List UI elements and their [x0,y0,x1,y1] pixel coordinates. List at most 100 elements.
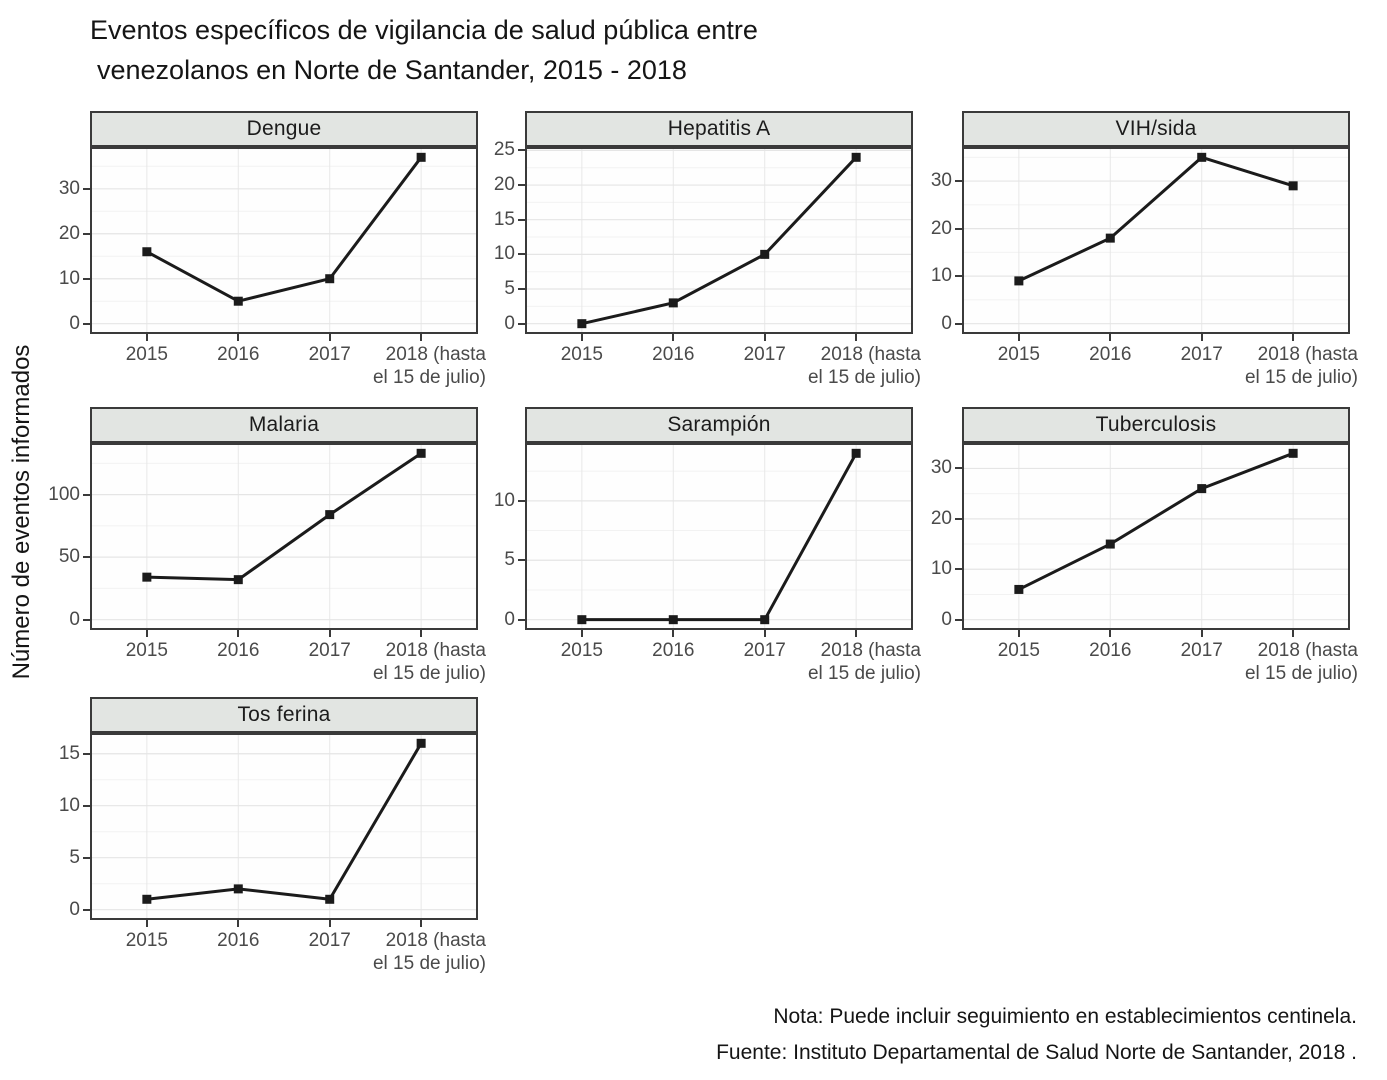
x-tick-label-line: el 15 de julio) [807,663,921,684]
facet-panel: Sarampión 0 5 10 2015 2016 2017 2018 (hasta el 1… [494,407,921,684]
x-tick-label: 2015 [997,640,1040,661]
x-tick-mark [763,334,766,341]
facet-plot-svg [527,149,911,332]
x-tick-label: 2017 [1180,640,1223,661]
facet-plot-svg [527,445,911,628]
y-tick-mark [955,618,962,621]
data-point-marker [142,572,152,582]
x-tick-label: 2016 [652,640,695,661]
x-tick-mark [237,334,240,341]
data-point-marker [233,884,243,894]
x-tick-label: 2016 [652,344,695,365]
x-tick-label: 2016 [217,930,260,951]
facet-title: Dengue [246,117,322,140]
y-tick-mark [518,288,525,291]
x-tick-label-line: el 15 de julio) [372,663,486,684]
y-tick-label: 30 [58,177,80,199]
data-point-marker [668,615,678,625]
x-tick-label: 2015 [125,344,168,365]
data-point-marker [416,448,426,458]
data-point-marker [416,152,426,162]
x-tick-label: 2017 [308,930,351,951]
x-tick-mark [145,334,148,341]
y-tick-mark [955,275,962,278]
facet-panel: Hepatitis A 0 5 10 15 20 25 2015 2016 2017 2018 (h… [494,111,921,388]
data-line [581,452,858,622]
facet-title: Sarampión [667,413,771,436]
y-tick-mark [83,322,90,325]
y-tick-label: 10 [930,558,952,580]
y-tick-mark [83,493,90,496]
x-tick-label-line: 2018 (hasta [385,640,486,661]
x-tick-label: 2017 [743,344,786,365]
data-point-marker [416,738,426,748]
x-tick-label: 2016 [217,640,260,661]
data-line [146,742,423,901]
x-tick-label-line: el 15 de julio) [372,953,486,974]
x-tick-mark [763,630,766,637]
y-tick-mark [518,253,525,256]
y-tick-mark [83,277,90,280]
data-point-marker [233,296,243,306]
y-tick-label: 20 [930,217,952,239]
data-point-marker [1014,584,1024,594]
x-tick-mark [1292,334,1295,341]
data-point-marker [1288,181,1298,191]
x-tick-mark [1109,630,1112,637]
x-tick-mark [328,334,331,341]
y-tick-label: 15 [58,742,80,764]
figure-title: Eventos específicos de vigilancia de sal… [90,10,758,90]
y-tick-label: 0 [69,898,80,920]
facet-plot-area [90,443,478,630]
x-tick-label-line: el 15 de julio) [372,367,486,388]
x-tick-mark [855,630,858,637]
y-tick-label: 30 [930,170,952,192]
y-tick-label: 25 [493,139,515,161]
x-tick-label: 2017 [743,640,786,661]
facet-panel: Tuberculosis 0 10 20 30 2015 2016 2017 2018 (has… [931,407,1358,684]
x-tick-mark [672,630,675,637]
y-tick-label: 5 [69,846,80,868]
x-tick-label: 2015 [997,344,1040,365]
y-tick-label: 0 [504,608,515,630]
facet-plot-svg [964,149,1348,332]
facet-strip: Tos ferina [90,697,478,733]
x-tick-label: 2018 (hasta el 15 de julio) [1198,343,1358,389]
x-tick-label: 2016 [1089,344,1132,365]
y-tick-mark [955,227,962,230]
x-tick-mark [1017,630,1020,637]
y-tick-mark [83,804,90,807]
y-tick-mark [518,499,525,502]
x-tick-label: 2018 (hasta el 15 de julio) [326,639,486,685]
facet-strip: Malaria [90,407,478,443]
data-point-marker [851,152,861,162]
y-tick-mark [83,232,90,235]
x-tick-mark [237,920,240,927]
data-point-marker [142,247,152,257]
x-tick-label: 2015 [125,930,168,951]
y-tick-mark [83,187,90,190]
x-tick-mark [1109,334,1112,341]
source-line: Fuente: Instituto Departamental de Salud… [716,1041,1357,1064]
facet-plot-svg [92,149,476,332]
facet-plot-area [90,147,478,334]
data-line [1018,451,1294,591]
y-tick-mark [83,856,90,859]
data-point-marker [1105,233,1115,243]
y-tick-mark [955,322,962,325]
x-tick-label: 2017 [308,344,351,365]
facet-title: Malaria [248,413,320,436]
data-point-marker [325,894,335,904]
x-tick-label-line: el 15 de julio) [1244,663,1358,684]
facet-panel: VIH/sida 0 10 20 30 2015 2016 2017 2018 (hasta el… [931,111,1358,388]
x-tick-label: 2015 [560,344,603,365]
y-tick-mark [518,149,525,152]
x-tick-mark [420,630,423,637]
x-tick-label: 2018 (hasta el 15 de julio) [326,929,486,975]
y-tick-label: 0 [504,312,515,334]
facet-strip: VIH/sida [962,111,1350,147]
y-tick-label: 5 [504,549,515,571]
x-tick-mark [672,334,675,341]
facet-strip: Hepatitis A [525,111,913,147]
data-point-marker [1288,448,1298,458]
